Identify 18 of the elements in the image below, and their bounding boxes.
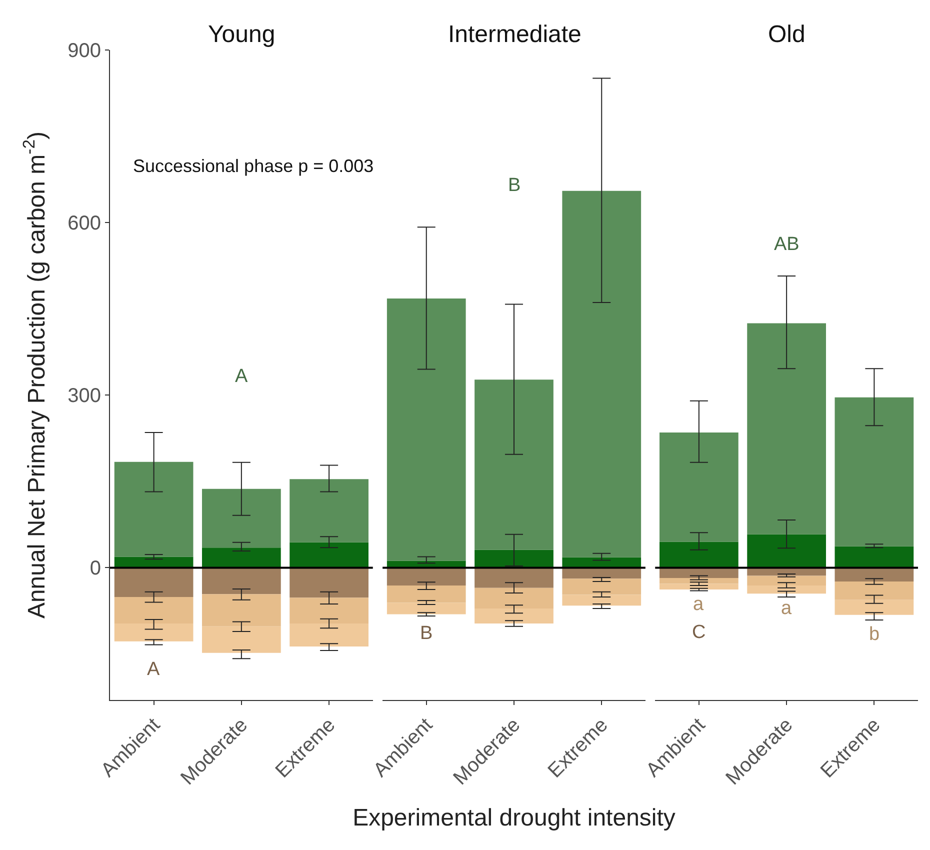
- chart-title: Intermediate: [448, 21, 582, 48]
- y-tick-label: 0: [90, 558, 101, 580]
- annotation: B: [508, 175, 521, 196]
- chart-title: Young: [208, 21, 276, 48]
- annotation: a: [693, 594, 704, 615]
- y-tick-label: 300: [68, 385, 101, 408]
- annotation: b: [869, 624, 880, 645]
- annotation: C: [692, 622, 706, 643]
- annotation: A: [147, 659, 160, 680]
- chart-title: Old: [768, 21, 806, 48]
- annotation: AB: [774, 234, 800, 255]
- y-tick-label: 600: [68, 212, 101, 235]
- y-tick-label: 900: [68, 40, 101, 62]
- annotation: a: [781, 598, 792, 619]
- annotation: A: [235, 366, 248, 387]
- annotation: Successional phase p = 0.003: [133, 156, 374, 176]
- annotation: B: [420, 623, 433, 644]
- x-axis-title: Experimental drought intensity: [352, 804, 676, 832]
